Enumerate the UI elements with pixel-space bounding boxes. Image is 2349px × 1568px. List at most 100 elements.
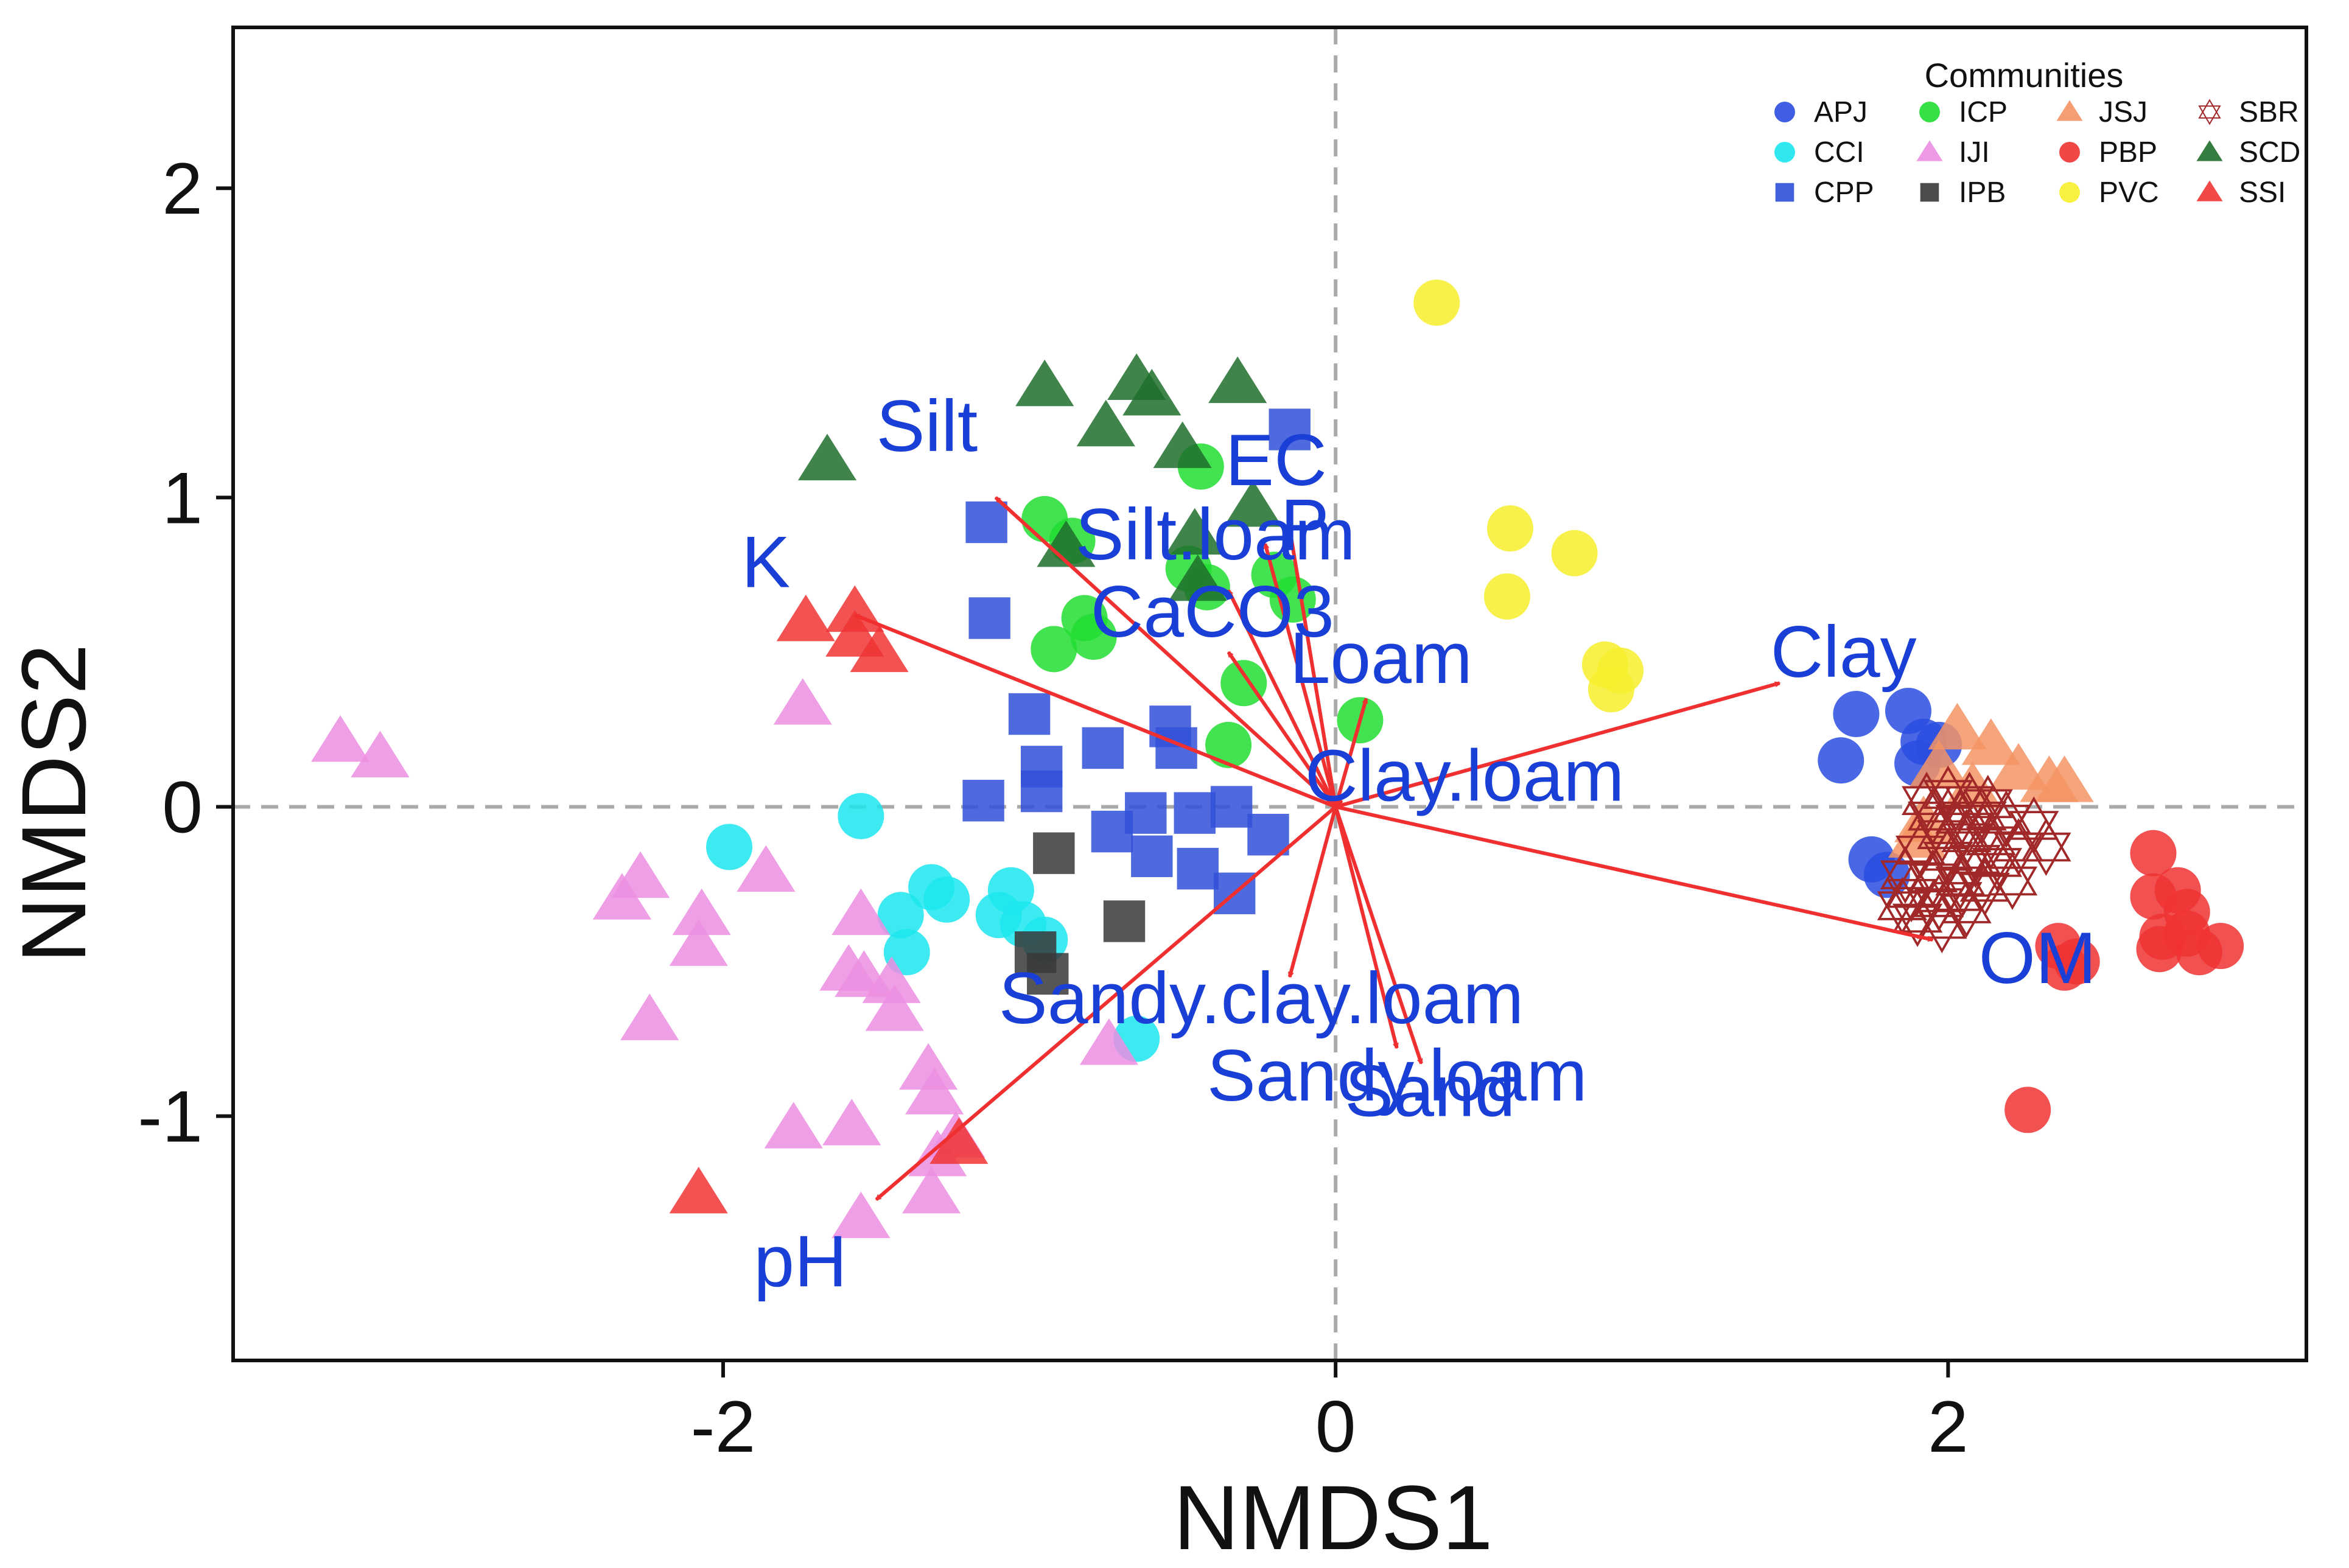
point-sbr-down [1917,909,1967,954]
point-scd [1015,359,1074,407]
vector-arrow-silt [994,496,1337,808]
legend-item-ipb: IPB [1920,177,2006,209]
vector-label-silt-loam: Silt.loam [1076,494,1356,575]
point-ipb [1103,900,1146,942]
vector-arrow-k [855,613,1337,809]
legend-key-apj [1774,102,1795,122]
legend-item-sbr: SBR [2198,96,2299,128]
vector-label-sandy-loam: Sandy.loam [1207,1035,1588,1116]
data-points [311,279,2244,1239]
point-scd [1224,480,1283,527]
point-pbp [2197,923,2244,970]
point-sbr-up [1935,790,1986,834]
point-pvc [1551,530,1598,576]
point-jsj [1961,718,2020,765]
y-tick-label: 0 [162,766,203,848]
legend-key-ssi [2196,180,2223,201]
point-cci [877,892,924,939]
point-scd [1076,399,1135,447]
point-sbr-up [1917,805,1967,849]
legend-key-scd [2196,140,2223,161]
point-sbr-down [1935,866,1986,910]
series-cpp [962,408,1311,914]
x-tick-label: -2 [691,1386,756,1468]
legend-label-cci: CCI [1814,136,1864,169]
point-sbr [1880,845,1931,904]
point-cci [838,793,884,839]
point-sbr-up [1944,771,1995,816]
vector-arrow-om [1335,805,1933,939]
point-jsj [2035,755,2094,802]
legend-key-sbr [2198,99,2221,125]
point-sbr [1987,852,2038,910]
vector-label-sandy-clay-loam: Sandy.clay.loam [999,957,1524,1039]
point-sbr-up [1902,771,1952,816]
vector-label-clay-loam: Clay.loam [1305,735,1625,816]
point-scd [1153,421,1212,468]
vector-label-loam: Loam [1290,617,1472,699]
point-iji [620,993,679,1040]
point-pbp [2136,926,2183,973]
point-sbr-up [1923,827,1973,871]
legend-label-pbp: PBP [2099,136,2157,169]
point-ssi [929,1117,989,1164]
vector-label-p: P [1281,485,1329,566]
point-sbr-down [1941,894,1992,938]
x-tick-label: 2 [1928,1386,1969,1468]
point-sbr-up [1972,833,2023,877]
point-sbr-up [1877,877,1928,920]
point-sbr-down [1932,882,1983,926]
point-cci [706,824,753,870]
point-cpp [1082,727,1124,769]
point-pbp [2130,830,2177,877]
point-sbr-down [1987,866,2038,910]
point-iji [831,888,891,936]
point-iji [592,873,652,920]
y-axis-title: NMDS2 [2,643,105,963]
point-pvc [1483,573,1530,620]
point-sbr-down [1923,842,1973,886]
point-cpp [1247,813,1289,856]
point-iji [773,678,832,725]
point-iji [672,888,731,936]
point-cpp [968,597,1010,639]
legend-key-cci [1774,142,1795,163]
plot-panel-border [231,26,2308,1362]
vector-label-sand: Sand [1345,1051,1515,1132]
y-tick-label: 2 [162,148,203,229]
point-apj [1863,852,1910,898]
point-icp [1031,626,1077,673]
legend-key-iji [1916,140,1943,161]
point-ssi [669,1166,728,1214]
legend-title: Communities [1925,56,2124,94]
point-iji [822,1099,881,1146]
vector-label-ph: pH [754,1220,847,1302]
legend-item-jsj: JSJ [2056,96,2148,128]
legend-item-cpp: CPP [1775,177,1874,209]
point-cpp [1125,792,1167,834]
vector-arrow-ph [875,805,1337,1202]
point-apj [1818,737,1864,784]
point-sbr-up [1932,867,1983,911]
point-iji [737,845,796,892]
point-sbr [1923,827,1973,886]
point-sbr-down [1880,860,1931,904]
y-tick-label: 1 [162,457,203,539]
vector-label-caco3: CaCO3 [1091,571,1334,653]
series-ipb [1014,832,1146,995]
point-cpp [1269,408,1311,450]
point-scd [1208,356,1267,404]
point-sbr-up [1886,864,1937,908]
vector-arrow-silt-loam [1227,590,1337,808]
point-iji [905,1068,964,1115]
point-cpp [962,780,1004,822]
legend-key-cpp [1775,183,1794,202]
vector-label-silt: Silt [877,385,978,467]
legend-key-pvc [2059,182,2080,203]
point-cpp [965,501,1007,544]
point-jsj [1989,743,2048,790]
legend-key-ipb [1920,183,1939,202]
point-scd [797,433,857,481]
legend-label-ipb: IPB [1959,177,2006,209]
